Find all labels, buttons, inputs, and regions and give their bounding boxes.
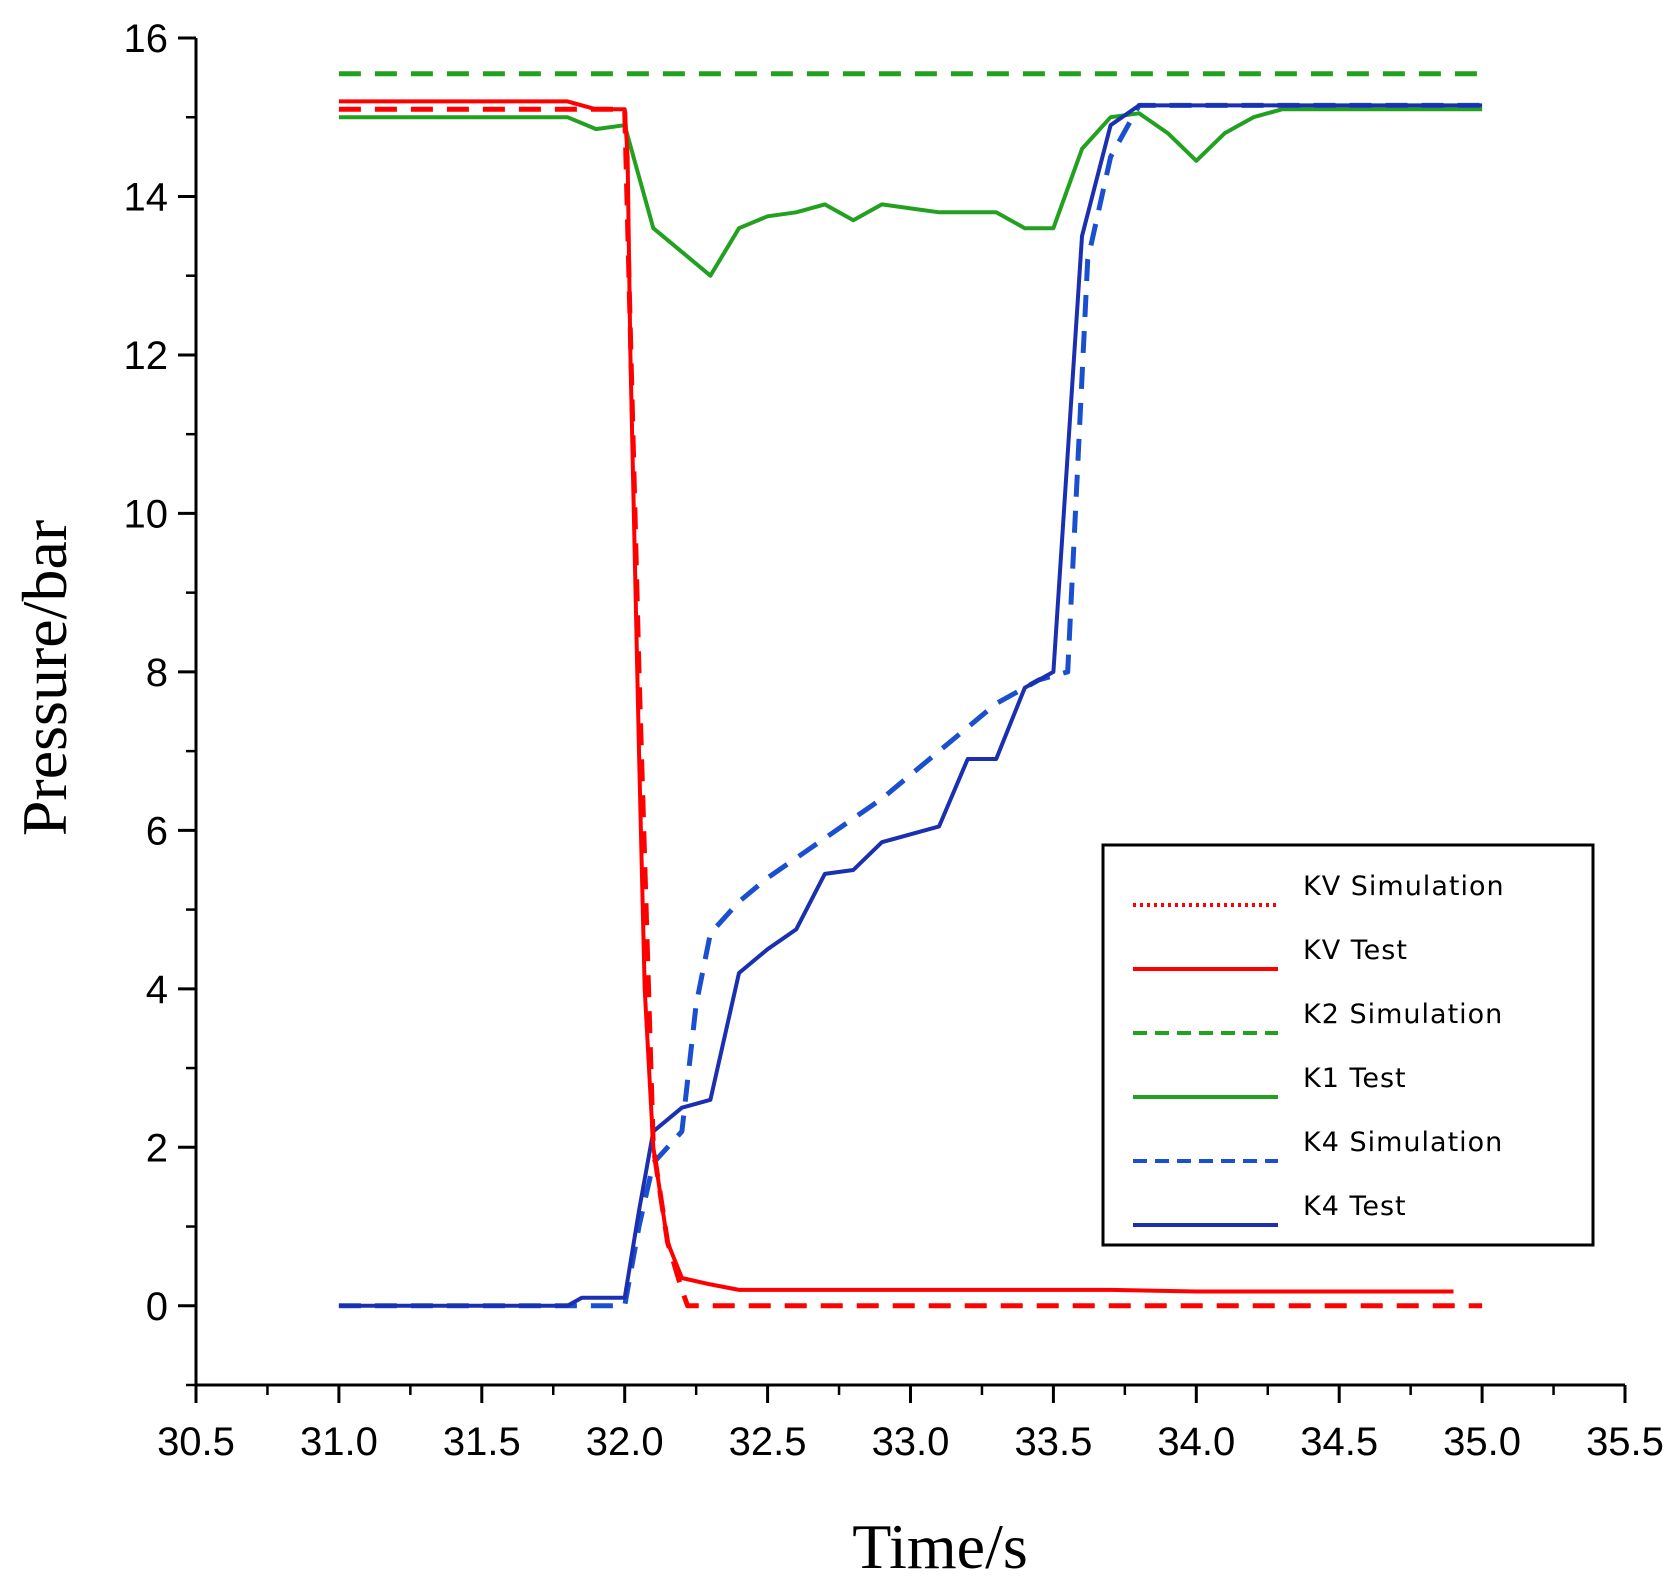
- legend-label-kv-test: KV Test: [1303, 935, 1408, 966]
- x-tick-label: 35.5: [1586, 1420, 1664, 1464]
- series-line-k4-simulation: [338, 102, 1483, 1309]
- y-tick-label: 6: [146, 809, 168, 853]
- y-tick-label: 8: [146, 651, 168, 695]
- series-line-kv-simulation: [338, 106, 1483, 1309]
- series-layer: [338, 71, 1483, 1309]
- x-tick-label: 34.5: [1300, 1420, 1378, 1464]
- legend-label-k2-simulation: K2 Simulation: [1303, 999, 1503, 1030]
- x-tick-label: 34.0: [1157, 1420, 1235, 1464]
- legend-label-kv-simulation: KV Simulation: [1303, 871, 1505, 902]
- legend-box: [1101, 843, 1595, 1247]
- y-tick-label: 16: [124, 17, 169, 61]
- y-tick-label: 4: [146, 968, 168, 1012]
- x-tick-label: 33.0: [872, 1420, 950, 1464]
- x-tick-label: 32.0: [586, 1420, 664, 1464]
- series-line-k1-test: [338, 107, 1483, 278]
- y-axis-title: Pressure/bar: [9, 520, 80, 836]
- x-tick-label: 33.5: [1014, 1420, 1092, 1464]
- x-tick-label: 35.0: [1443, 1420, 1521, 1464]
- series-line-k4-test: [338, 103, 1483, 1308]
- x-tick-label: 31.0: [300, 1420, 378, 1464]
- x-tick-label: 32.5: [729, 1420, 807, 1464]
- y-tick-label: 14: [124, 175, 169, 219]
- axes-layer: 30.5 31.0 31.5 32.0 32.5 33.0 33.5 34.0 34.5 35.0…: [124, 17, 1664, 1464]
- x-tick-label: 30.5: [157, 1420, 235, 1464]
- x-axis-title: Time/s: [852, 1511, 1028, 1582]
- y-tick-label: 2: [146, 1126, 168, 1170]
- legend: KV Simulation KV Test K2 Simulation K1 Test…: [1101, 843, 1595, 1247]
- y-tick-label: 0: [146, 1285, 168, 1329]
- y-tick-label: 10: [124, 492, 169, 536]
- y-tick-label: 12: [124, 334, 169, 378]
- legend-label-k1-test: K1 Test: [1303, 1063, 1407, 1094]
- legend-label-k4-simulation: K4 Simulation: [1303, 1127, 1503, 1158]
- x-tick-label: 31.5: [443, 1420, 521, 1464]
- legend-label-k4-test: K4 Test: [1303, 1191, 1407, 1222]
